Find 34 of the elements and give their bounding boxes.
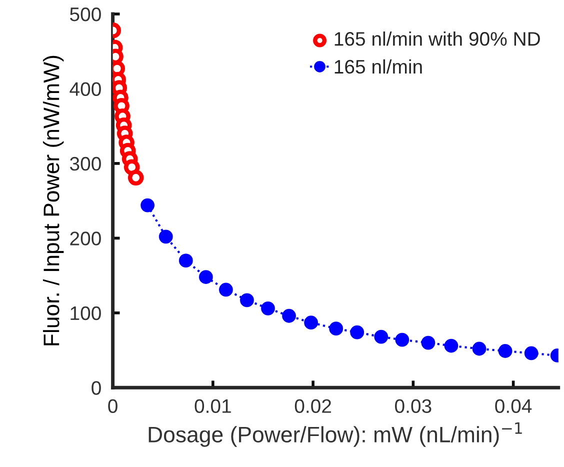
point	[178, 254, 193, 268]
y-tick-label: 300	[70, 156, 101, 171]
point	[524, 346, 538, 360]
x-tick-label: 0.02	[294, 399, 331, 414]
point	[218, 282, 233, 297]
y-axis-title: Fluor. / Input Power (nW/mW)	[42, 56, 64, 346]
point	[395, 332, 410, 347]
point	[240, 293, 254, 308]
point	[329, 322, 344, 336]
point	[198, 270, 213, 284]
point	[304, 316, 318, 330]
x-tick-label: 0.04	[495, 399, 532, 414]
point	[158, 230, 173, 244]
point	[374, 330, 388, 344]
point	[498, 344, 512, 358]
point	[350, 325, 364, 340]
legend-label: 165 nl/min with 90% ND	[334, 32, 540, 46]
y-tick-label: 400	[70, 82, 101, 96]
y-tick-label: 0	[92, 381, 101, 395]
point	[128, 170, 144, 186]
point	[261, 301, 275, 316]
y-tick-label: 500	[70, 7, 101, 22]
x-axis-title: Dosage (Power/Flow): mW (nL/min)$^{−1}$	[148, 422, 522, 447]
y-tick-label: 200	[70, 232, 101, 246]
point	[444, 338, 458, 353]
point	[472, 342, 486, 356]
x-tick-label: 0	[108, 399, 118, 414]
point	[140, 198, 154, 212]
y-tick-label: 100	[70, 306, 101, 320]
point	[421, 336, 436, 350]
x-tick-label: 0.01	[194, 399, 231, 414]
point	[282, 308, 296, 323]
legend-label: 165 nl/min	[334, 59, 422, 74]
x-tick-label: 0.03	[395, 399, 432, 414]
